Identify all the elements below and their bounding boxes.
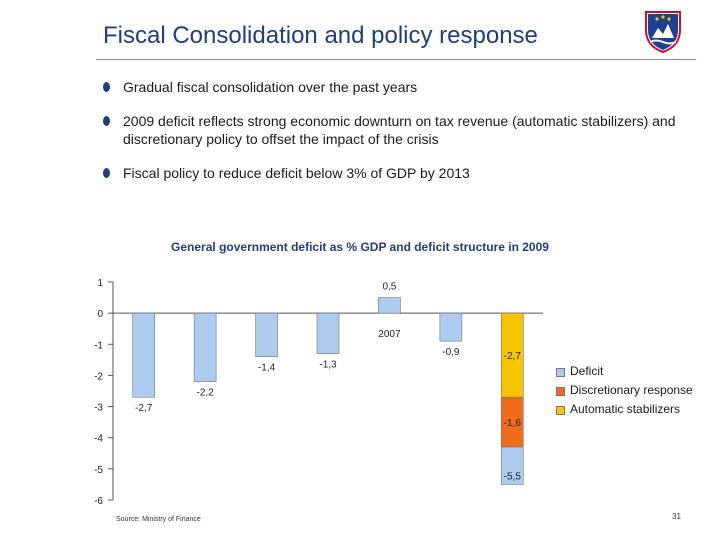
chart-title: General government deficit as % GDP and … [171, 240, 549, 254]
source-note: Source: Ministry of Finance [116, 516, 201, 523]
title-divider [96, 59, 696, 60]
bar-deficit-2008 [439, 312, 463, 342]
coat-of-arms-icon [645, 11, 681, 54]
legend-swatch-discretionary [556, 387, 565, 396]
bullet-text: 2009 deficit reflects strong economic do… [123, 113, 676, 147]
data-label-deficit-2007: 0,5 [382, 282, 396, 293]
legend-swatch-automatic [556, 406, 565, 415]
data-label-deficit-2003: -2,7 [135, 403, 153, 414]
bullet-icon [103, 82, 110, 92]
legend-label: Automatic stabilizers [570, 402, 681, 416]
legend-item-discretionary: Discretionary response [556, 383, 693, 402]
slide-title: Fiscal Consolidation and policy response [103, 22, 538, 49]
y-tick-label: -5 [94, 465, 103, 476]
bar-deficit-2003 [132, 312, 156, 398]
bullet-item: 2009 deficit reflects strong economic do… [98, 112, 698, 148]
bullet-item: Gradual fiscal consolidation over the pa… [98, 78, 698, 96]
bullet-icon [103, 168, 110, 178]
data-label-deficit-2005: -1,4 [258, 363, 276, 374]
data-label-deficit-2008: -0,9 [442, 347, 460, 358]
y-tick-label: -3 [94, 403, 103, 414]
y-tick-label: -2 [94, 371, 103, 382]
bar-deficit-2005 [255, 312, 278, 358]
y-tick-label: -4 [94, 434, 103, 445]
bar-deficit-2007 [378, 297, 401, 314]
y-tick-label: -1 [94, 340, 103, 351]
bullet-text: Gradual fiscal consolidation over the pa… [123, 79, 418, 95]
x-tick-label: 2007 [378, 329, 401, 340]
data-label-discretionary-2009: -1,6 [504, 418, 522, 429]
legend-item-deficit: Deficit [556, 364, 693, 383]
legend-label: Deficit [570, 364, 604, 378]
data-label-deficit-2006: -1,3 [319, 360, 337, 371]
legend-swatch-deficit [556, 368, 565, 377]
data-label-deficit-2009: -5,5 [504, 471, 522, 482]
bar-deficit-2004 [193, 312, 217, 382]
data-label-automatic-2009: -2,7 [504, 351, 522, 362]
chart-legend: Deficit Discretionary response Automatic… [556, 364, 693, 421]
data-label-deficit-2004: -2,2 [197, 388, 215, 399]
legend-item-automatic: Automatic stabilizers [556, 402, 693, 421]
bar-deficit-2006 [316, 312, 340, 354]
y-tick-label: 1 [97, 278, 103, 289]
bar-deficit-2009 [500, 446, 524, 485]
y-tick-label: 0 [97, 309, 103, 320]
bullet-list: Gradual fiscal consolidation over the pa… [98, 78, 698, 198]
page-number: 31 [672, 512, 681, 521]
bullet-icon [103, 116, 110, 126]
legend-label: Discretionary response [570, 383, 693, 397]
y-tick-label: -6 [94, 496, 103, 507]
bullet-item: Fiscal policy to reduce deficit below 3%… [98, 164, 698, 182]
bullet-text: Fiscal policy to reduce deficit below 3%… [123, 165, 470, 181]
